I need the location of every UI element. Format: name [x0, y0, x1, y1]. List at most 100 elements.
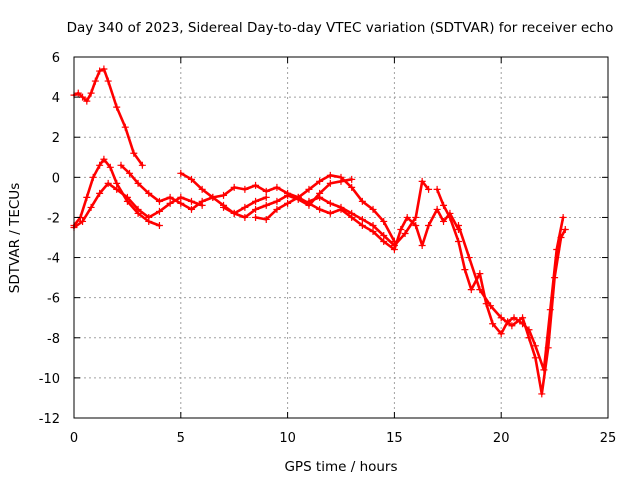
data-point-marker [100, 65, 108, 73]
data-point-marker [305, 185, 313, 193]
data-point-marker [525, 334, 533, 342]
data-point-marker [130, 149, 138, 157]
data-point-marker [544, 344, 552, 352]
data-point-marker [187, 205, 195, 213]
data-point-marker [198, 185, 206, 193]
series-line [72, 158, 161, 227]
data-series-group [70, 65, 569, 398]
data-point-marker [134, 179, 142, 187]
data-point-marker [557, 234, 565, 241]
data-point-marker [262, 187, 270, 195]
data-point-marker [440, 217, 448, 225]
data-point-marker [145, 213, 153, 221]
y-tick-label: -2 [47, 211, 60, 226]
data-point-marker [89, 173, 97, 181]
data-point-marker [262, 201, 270, 209]
data-point-marker [145, 189, 153, 197]
data-point-marker [454, 238, 462, 246]
x-tick-label: 10 [279, 431, 296, 446]
data-point-marker [559, 213, 567, 221]
data-point-marker [220, 203, 228, 211]
data-point-marker [96, 161, 104, 169]
data-point-marker [337, 177, 345, 185]
data-point-marker [551, 274, 559, 282]
data-point-marker [121, 123, 129, 131]
data-point-marker [187, 197, 195, 205]
data-point-marker [79, 93, 87, 101]
data-point-marker [412, 213, 420, 221]
data-point-marker [425, 185, 433, 193]
y-tick-label: 6 [52, 51, 60, 66]
data-point-marker [113, 103, 121, 111]
data-point-marker [380, 217, 388, 225]
data-point-marker [369, 205, 377, 213]
data-point-marker [369, 227, 377, 235]
data-point-marker [177, 169, 185, 177]
data-point-marker [497, 314, 505, 322]
data-point-marker [155, 207, 163, 215]
data-point-marker [91, 77, 99, 85]
data-point-marker [401, 229, 409, 237]
data-point-marker [476, 286, 484, 294]
data-point-marker [446, 213, 454, 221]
data-point-marker [87, 203, 95, 211]
data-point-marker [126, 169, 134, 177]
data-point-marker [380, 231, 388, 239]
data-point-marker [252, 205, 260, 213]
data-point-marker [348, 183, 356, 191]
data-point-marker [220, 191, 228, 199]
data-point-marker [284, 191, 292, 199]
data-point-marker [155, 221, 163, 229]
data-point-marker [241, 203, 249, 211]
y-tick-label: -10 [39, 372, 60, 387]
data-point-marker [461, 266, 469, 274]
data-point-marker [316, 205, 324, 213]
data-point-marker [465, 254, 473, 262]
x-axis-label: GPS time / hours [284, 459, 397, 475]
data-point-marker [454, 221, 462, 229]
x-tick-label: 5 [177, 431, 185, 446]
data-point-marker [358, 215, 366, 223]
x-tick-label: 25 [600, 431, 617, 446]
data-point-marker [74, 89, 82, 97]
data-point-marker [531, 354, 539, 362]
data-point-marker [138, 161, 146, 169]
series-line [435, 188, 565, 372]
x-tick-label: 20 [493, 431, 510, 446]
data-point-marker [358, 221, 366, 229]
data-point-marker [316, 177, 324, 185]
data-point-marker [440, 201, 448, 209]
series-line [457, 224, 567, 396]
data-point-marker [96, 189, 104, 197]
data-point-marker [166, 199, 174, 207]
data-point-marker [412, 221, 420, 229]
data-point-marker [262, 215, 270, 223]
data-point-marker [425, 221, 433, 229]
data-point-marker [79, 217, 87, 225]
data-point-marker [262, 193, 270, 201]
data-point-marker [326, 179, 334, 187]
series-satellite-track-8 [305, 177, 433, 250]
data-point-marker [348, 175, 356, 183]
y-tick-label: 4 [52, 91, 60, 106]
y-tick-label: 2 [52, 131, 60, 146]
series-satellite-track-7 [252, 193, 462, 254]
data-point-marker [241, 213, 249, 221]
data-point-marker [230, 183, 238, 191]
data-point-marker [467, 286, 475, 294]
y-tick-label: -4 [47, 252, 60, 267]
data-point-marker [155, 197, 163, 205]
data-point-marker [510, 314, 518, 322]
y-tick-label: -8 [47, 332, 60, 347]
data-point-marker [134, 205, 142, 213]
data-point-marker [113, 179, 121, 187]
data-point-marker [561, 225, 569, 233]
data-point-marker [177, 193, 185, 201]
data-point-marker [380, 238, 388, 246]
data-point-marker [476, 270, 484, 278]
data-point-marker [531, 342, 539, 350]
x-tick-label: 15 [386, 431, 403, 446]
data-point-marker [538, 390, 546, 398]
data-point-marker [326, 199, 334, 207]
